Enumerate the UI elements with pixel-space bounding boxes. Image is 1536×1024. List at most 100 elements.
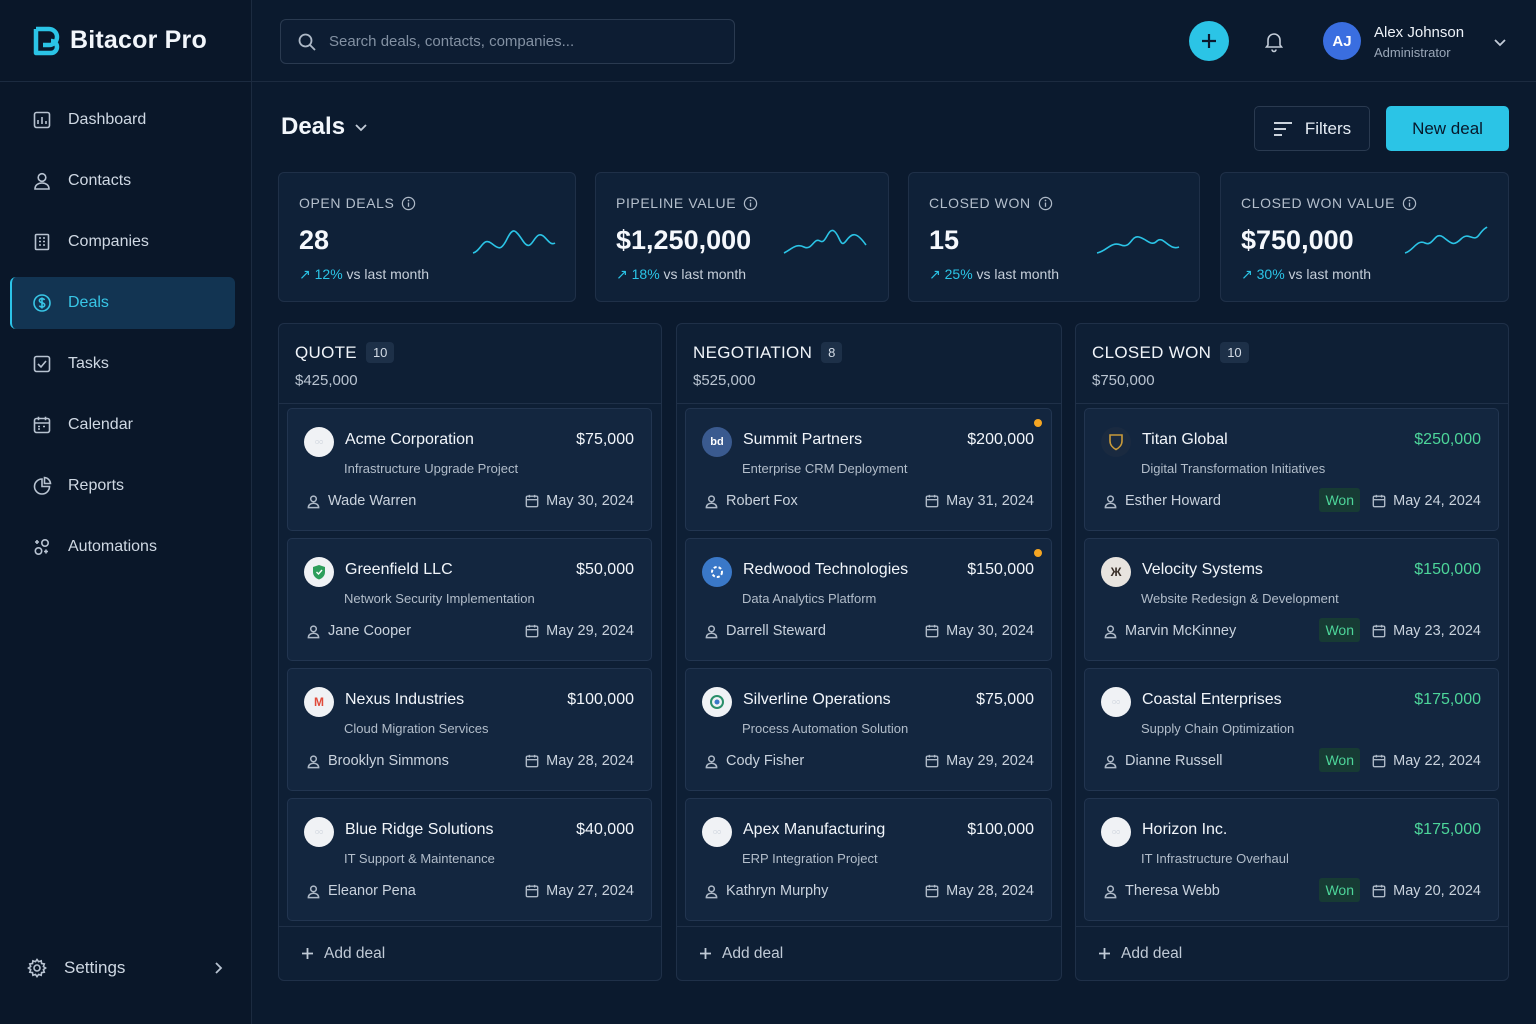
plus-icon bbox=[302, 948, 313, 959]
user-icon bbox=[307, 884, 320, 898]
sidebar-item-automations[interactable]: Automations bbox=[10, 521, 235, 573]
deal-owner: Esther Howard bbox=[1103, 493, 1221, 509]
deal-card[interactable]: ◌◌ Apex Manufacturing $100,000 ERP Integrat… bbox=[685, 798, 1052, 921]
pie-chart-icon bbox=[33, 476, 52, 495]
sidebar-item-tasks[interactable]: Tasks bbox=[10, 338, 235, 390]
deal-amount: $150,000 bbox=[967, 561, 1034, 578]
add-deal-label: Add deal bbox=[324, 944, 386, 962]
gear-icon bbox=[27, 958, 47, 978]
search-icon bbox=[298, 33, 316, 51]
deal-amount: $100,000 bbox=[967, 821, 1034, 838]
sidebar-item-deals[interactable]: Deals bbox=[10, 277, 235, 329]
calendar-icon bbox=[1372, 494, 1386, 508]
deal-card[interactable]: ◌◌ Blue Ridge Solutions $40,000 IT Support … bbox=[287, 798, 652, 921]
deal-card[interactable]: ◌◌ Acme Corporation $75,000 Infrastructure … bbox=[287, 408, 652, 531]
sidebar-item-label: Companies bbox=[68, 233, 149, 250]
calendar-icon bbox=[925, 884, 939, 898]
deal-description: Network Security Implementation bbox=[344, 591, 535, 606]
sidebar: Bitacor Pro Dashboard Contacts Companies… bbox=[0, 0, 252, 1024]
stat-change: ↗ 25% vs last month bbox=[929, 266, 1060, 282]
deal-card[interactable]: ◌◌ Coastal Enterprises $175,000 Supply Chai… bbox=[1084, 668, 1499, 791]
add-deal-button[interactable]: Add deal bbox=[677, 926, 1061, 980]
deal-description: Data Analytics Platform bbox=[742, 591, 877, 606]
deal-card[interactable]: Silverline Operations $75,000 Process Auto… bbox=[685, 668, 1052, 791]
attention-dot bbox=[1034, 419, 1042, 427]
filters-button[interactable]: Filters bbox=[1254, 106, 1370, 151]
deal-card[interactable]: bd Summit Partners $200,000 Enterprise CRM … bbox=[685, 408, 1052, 531]
sidebar-item-label: Automations bbox=[68, 538, 157, 555]
deal-date: May 23, 2024 bbox=[1372, 623, 1481, 639]
add-deal-button[interactable]: Add deal bbox=[279, 926, 661, 980]
sidebar-item-label: Deals bbox=[68, 294, 109, 311]
deal-date: May 27, 2024 bbox=[525, 883, 634, 899]
deal-card[interactable]: ◌◌ Horizon Inc. $175,000 IT Infrastructure … bbox=[1084, 798, 1499, 921]
company-name: Horizon Inc. bbox=[1142, 821, 1228, 838]
owner-name: Marvin McKinney bbox=[1125, 623, 1237, 639]
notifications-button[interactable] bbox=[1262, 29, 1286, 53]
search-box[interactable] bbox=[280, 19, 735, 64]
deal-card[interactable]: Titan Global $250,000 Digital Transformati… bbox=[1084, 408, 1499, 531]
deal-card[interactable]: M Nexus Industries $100,000 Cloud Migration… bbox=[287, 668, 652, 791]
info-icon[interactable] bbox=[401, 196, 416, 211]
stat-card-closed-won-value: CLOSED WON VALUE $750,000 ↗ 30% vs last … bbox=[1220, 172, 1509, 302]
user-name[interactable]: Alex Johnson bbox=[1374, 24, 1465, 41]
company-name: Silverline Operations bbox=[743, 691, 891, 708]
sidebar-item-contacts[interactable]: Contacts bbox=[10, 155, 235, 207]
new-deal-button[interactable]: New deal bbox=[1386, 106, 1509, 151]
deal-card[interactable]: Redwood Technologies $150,000 Data Analyti… bbox=[685, 538, 1052, 661]
date-text: May 29, 2024 bbox=[946, 753, 1034, 769]
calendar-icon bbox=[525, 494, 539, 508]
add-deal-label: Add deal bbox=[1121, 944, 1183, 962]
info-icon[interactable] bbox=[1402, 196, 1417, 211]
company-name: Acme Corporation bbox=[345, 431, 474, 448]
sidebar-item-calendar[interactable]: Calendar bbox=[10, 399, 235, 451]
deal-amount: $75,000 bbox=[576, 431, 634, 448]
automation-icon bbox=[34, 538, 50, 556]
chevron-down-icon[interactable] bbox=[1493, 35, 1507, 49]
dollar-circle-icon bbox=[33, 294, 51, 312]
sidebar-item-dashboard[interactable]: Dashboard bbox=[10, 94, 235, 146]
sidebar-item-label: Reports bbox=[68, 477, 125, 494]
quick-add-button[interactable] bbox=[1189, 21, 1229, 61]
chevron-down-icon bbox=[355, 124, 367, 132]
sparkline bbox=[1404, 226, 1488, 254]
deal-amount: $50,000 bbox=[576, 561, 634, 578]
company-logo: Ж bbox=[1101, 557, 1131, 587]
trend-up-icon: ↗ bbox=[1241, 266, 1257, 282]
deal-date: May 24, 2024 bbox=[1372, 493, 1481, 509]
deal-card[interactable]: Greenfield LLC $50,000 Network Security Im… bbox=[287, 538, 652, 661]
sidebar-item-settings[interactable]: Settings bbox=[26, 952, 225, 984]
calendar-icon bbox=[1372, 624, 1386, 638]
calendar-icon bbox=[925, 754, 939, 768]
page-title[interactable]: Deals bbox=[281, 113, 368, 141]
deal-date: May 29, 2024 bbox=[525, 623, 634, 639]
stat-value: $1,250,000 bbox=[616, 225, 752, 255]
deal-owner: Marvin McKinney bbox=[1103, 623, 1236, 639]
calendar-icon bbox=[33, 416, 51, 434]
deal-owner: Theresa Webb bbox=[1103, 883, 1220, 899]
owner-name: Darrell Steward bbox=[726, 623, 826, 639]
sidebar-item-reports[interactable]: Reports bbox=[10, 460, 235, 512]
deal-card[interactable]: Ж Velocity Systems $150,000 Website Redesig… bbox=[1084, 538, 1499, 661]
info-icon[interactable] bbox=[1038, 196, 1053, 211]
sidebar-item-companies[interactable]: Companies bbox=[10, 216, 235, 268]
deal-date: May 29, 2024 bbox=[925, 753, 1034, 769]
brand[interactable]: Bitacor Pro bbox=[0, 0, 251, 82]
avatar[interactable]: AJ bbox=[1323, 22, 1361, 60]
stat-label: CLOSED WON bbox=[929, 195, 1031, 211]
user-icon bbox=[34, 172, 50, 190]
stat-value: $750,000 bbox=[1241, 225, 1354, 255]
deal-description: Cloud Migration Services bbox=[344, 721, 489, 736]
owner-name: Cody Fisher bbox=[726, 753, 805, 769]
column-total: $425,000 bbox=[295, 372, 358, 389]
search-input[interactable] bbox=[329, 33, 719, 50]
deal-description: Website Redesign & Development bbox=[1141, 591, 1339, 606]
info-icon[interactable] bbox=[743, 196, 758, 211]
stat-card-open-deals: OPEN DEALS 28 ↗ 12% vs last month bbox=[278, 172, 576, 302]
deal-owner: Cody Fisher bbox=[704, 753, 804, 769]
deal-date: May 31, 2024 bbox=[925, 493, 1034, 509]
user-icon bbox=[307, 754, 320, 768]
stat-value: 15 bbox=[929, 225, 960, 255]
calendar-icon bbox=[525, 884, 539, 898]
add-deal-button[interactable]: Add deal bbox=[1076, 926, 1508, 980]
